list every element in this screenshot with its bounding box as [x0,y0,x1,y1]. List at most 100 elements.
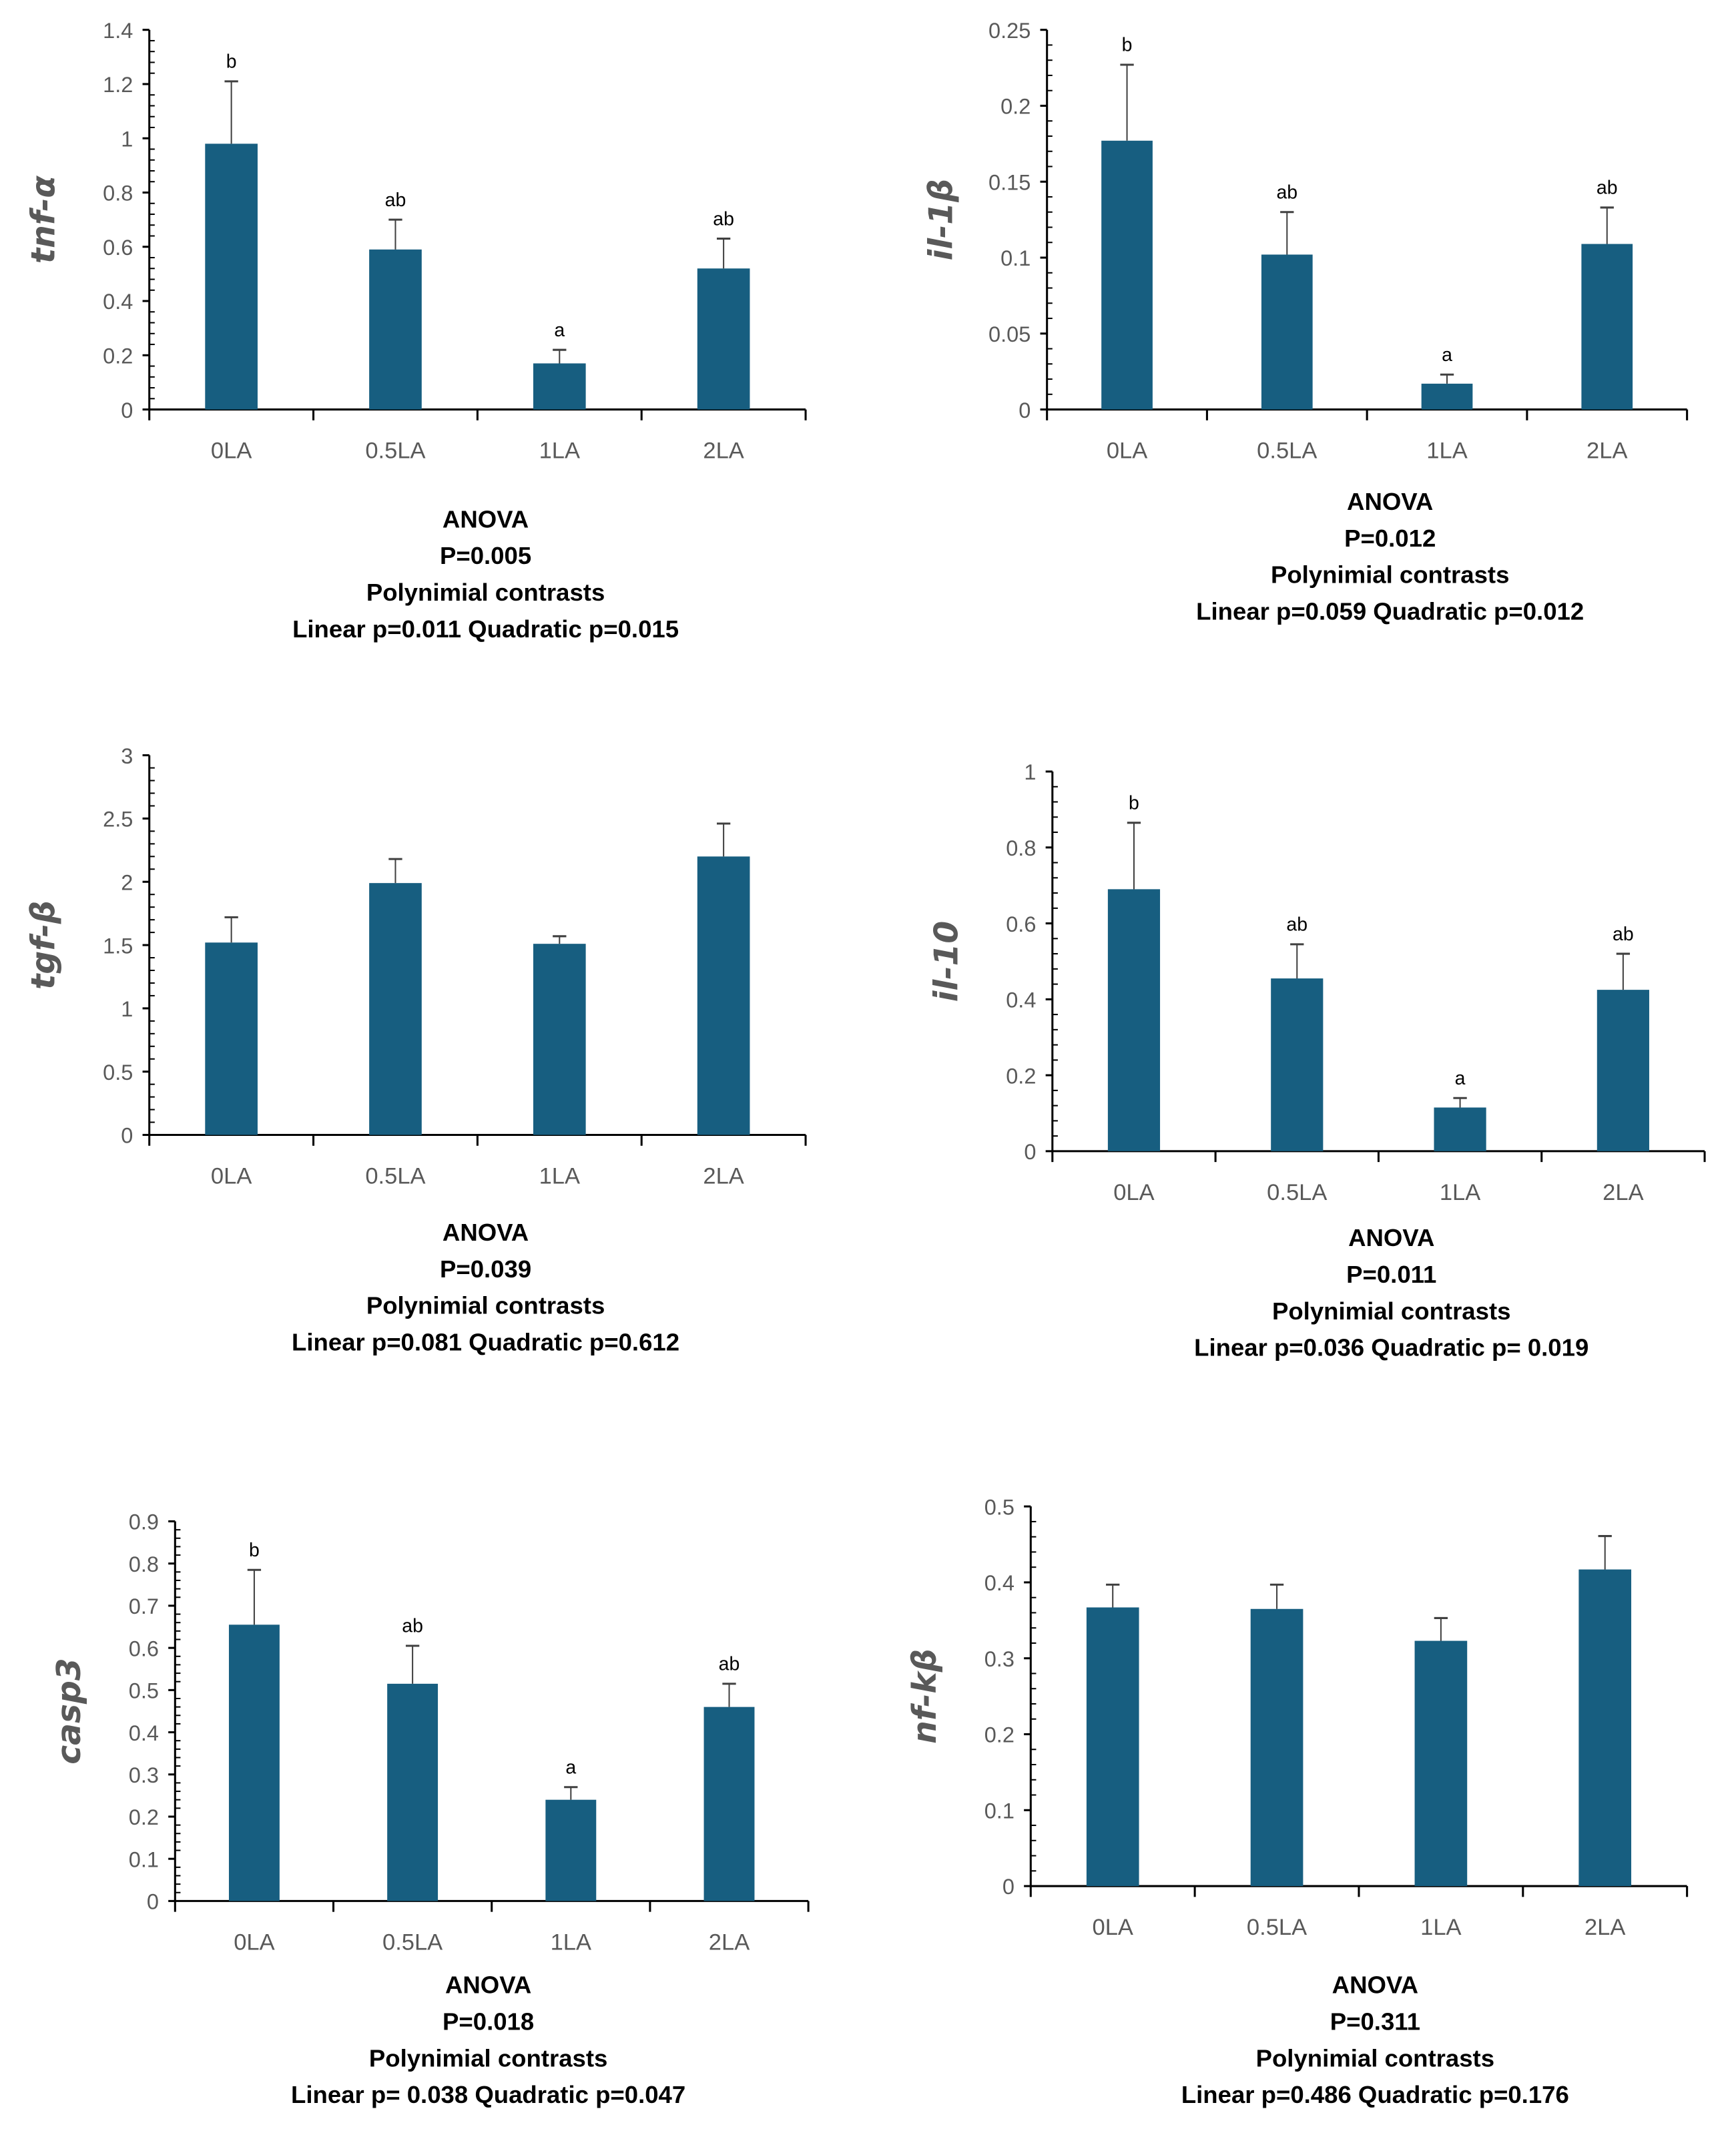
stats-caption-line: Linear p=0.011 Quadratic p=0.015 [292,615,679,643]
stats-caption-line: Linear p=0.081 Quadratic p=0.612 [292,1329,679,1356]
significance-letter: ab [1613,924,1634,945]
significance-letter: b [226,51,237,73]
x-tick-label: 1LA [539,1164,580,1189]
bar-1LA [1434,1107,1486,1151]
y-tick-label: 0.4 [1006,988,1036,1012]
stats-caption-line: Polynimial contrasts [1256,2044,1494,2072]
y-tick-label: 0 [1024,1140,1036,1164]
stats-caption-line: P=0.018 [443,2008,534,2035]
stats-caption-line: P=0.039 [440,1255,531,1283]
y-tick-label: 0 [121,1124,133,1148]
bar-2LA [697,856,750,1135]
x-tick-label: 0LA [1093,1915,1133,1940]
y-tick-label: 0.2 [129,1805,159,1829]
bar-2LA [1578,1569,1632,1887]
y-axis-label: il-1β [922,179,960,260]
bar-0LA [205,942,258,1135]
x-tick-label: 1LA [1426,438,1467,464]
y-axis-label: tnf-α [25,176,63,264]
y-tick-label: 0.8 [103,182,133,206]
significance-letter: ab [719,1654,740,1675]
y-tick-label: 0.3 [129,1763,159,1787]
stats-caption-line: Linear p=0.486 Quadratic p=0.176 [1181,2081,1569,2108]
x-tick-label: 0LA [211,1164,252,1189]
bar-0.5LA [369,883,422,1135]
y-tick-label: 0.9 [129,1510,159,1534]
significance-letter: b [249,1540,260,1561]
x-tick-label: 2LA [1586,438,1627,464]
x-tick-label: 2LA [1603,1180,1643,1205]
significance-letter: a [565,1757,576,1778]
x-tick-label: 1LA [1420,1915,1461,1940]
y-tick-label: 1.2 [103,73,133,97]
bar-0LA [205,143,258,410]
y-tick-label: 0.25 [988,19,1031,43]
stats-caption-line: ANOVA [1348,1224,1434,1251]
significance-letter: a [1442,344,1452,366]
y-tick-label: 0.4 [129,1721,159,1745]
x-tick-label: 1LA [539,438,580,464]
y-tick-label: 0.5 [984,1495,1015,1519]
bar-0.5LA [1250,1608,1304,1887]
y-tick-label: 0.05 [988,322,1031,346]
bar-2LA [703,1707,755,1901]
significance-letter: ab [1286,914,1308,936]
stats-caption-line: Linear p=0.036 Quadratic p= 0.019 [1194,1334,1588,1361]
y-tick-label: 1.5 [103,934,133,958]
bar-1LA [533,363,586,410]
x-tick-label: 2LA [703,1164,744,1189]
y-tick-label: 0.2 [984,1723,1015,1747]
bar-0LA [1107,889,1161,1151]
stats-caption-line: Linear p= 0.038 Quadratic p=0.047 [291,2081,685,2108]
y-tick-label: 0.6 [129,1636,159,1660]
y-tick-label: 0 [121,398,133,422]
chart-panel-4: 0 0.1 0.2 0.3 0.4 0.5 0.6 0.7 0.8 0.9 b 0LA ab 0.5LA a… [51,1510,810,2108]
x-tick-label: 1LA [1440,1180,1480,1205]
stats-caption-line: Polynimial contrasts [366,1292,605,1319]
stats-caption-line: ANOVA [1347,488,1433,515]
y-axis-label: nf-kβ [906,1648,944,1744]
significance-letter: b [1122,35,1133,56]
bar-0LA [1086,1607,1139,1887]
bar-0.5LA [387,1683,439,1901]
significance-letter: a [554,320,565,341]
stats-caption-line: Polynimial contrasts [1272,1297,1510,1325]
y-tick-label: 0.7 [129,1594,159,1618]
x-tick-label: 0LA [1107,438,1147,464]
y-tick-label: 0.4 [984,1571,1015,1595]
stats-caption-line: ANOVA [443,505,529,533]
chart-panel-0: 0 0.2 0.4 0.6 0.8 1 1.2 1.4 b 0LA ab 0.5LA a 1LA ab 2LA… [25,19,807,643]
significance-letter: a [1455,1068,1466,1089]
significance-letter: ab [713,208,734,230]
y-tick-label: 0 [147,1890,159,1914]
significance-letter: b [1129,792,1139,814]
y-axis-label: casp3 [51,1658,88,1765]
x-tick-label: 2LA [1584,1915,1625,1940]
bar-0LA [1101,140,1153,410]
bar-1LA [533,944,586,1135]
x-tick-label: 0.5LA [365,438,425,464]
stats-caption-line: ANOVA [443,1219,529,1246]
y-tick-label: 0 [1019,398,1031,422]
y-tick-label: 1 [121,127,133,151]
y-tick-label: 2.5 [103,808,133,832]
y-tick-label: 0.1 [1000,246,1031,270]
x-tick-label: 2LA [703,438,744,464]
significance-letter: ab [1597,178,1618,199]
stats-caption-line: ANOVA [1332,1971,1418,1999]
bar-0LA [228,1624,280,1901]
y-axis-label: il-10 [928,921,966,1002]
x-tick-label: 0.5LA [1267,1180,1327,1205]
y-tick-label: 1 [1024,760,1036,784]
y-tick-label: 0.15 [988,170,1031,194]
x-tick-label: 0.5LA [365,1164,425,1189]
y-tick-label: 0.1 [984,1799,1015,1823]
bar-0.5LA [1261,254,1313,410]
x-tick-label: 0.5LA [1257,438,1317,464]
bar-0.5LA [1271,978,1324,1151]
stats-caption-line: P=0.005 [440,542,531,569]
significance-letter: ab [1276,182,1297,203]
y-tick-label: 0.1 [129,1847,159,1871]
y-tick-label: 2 [121,870,133,894]
